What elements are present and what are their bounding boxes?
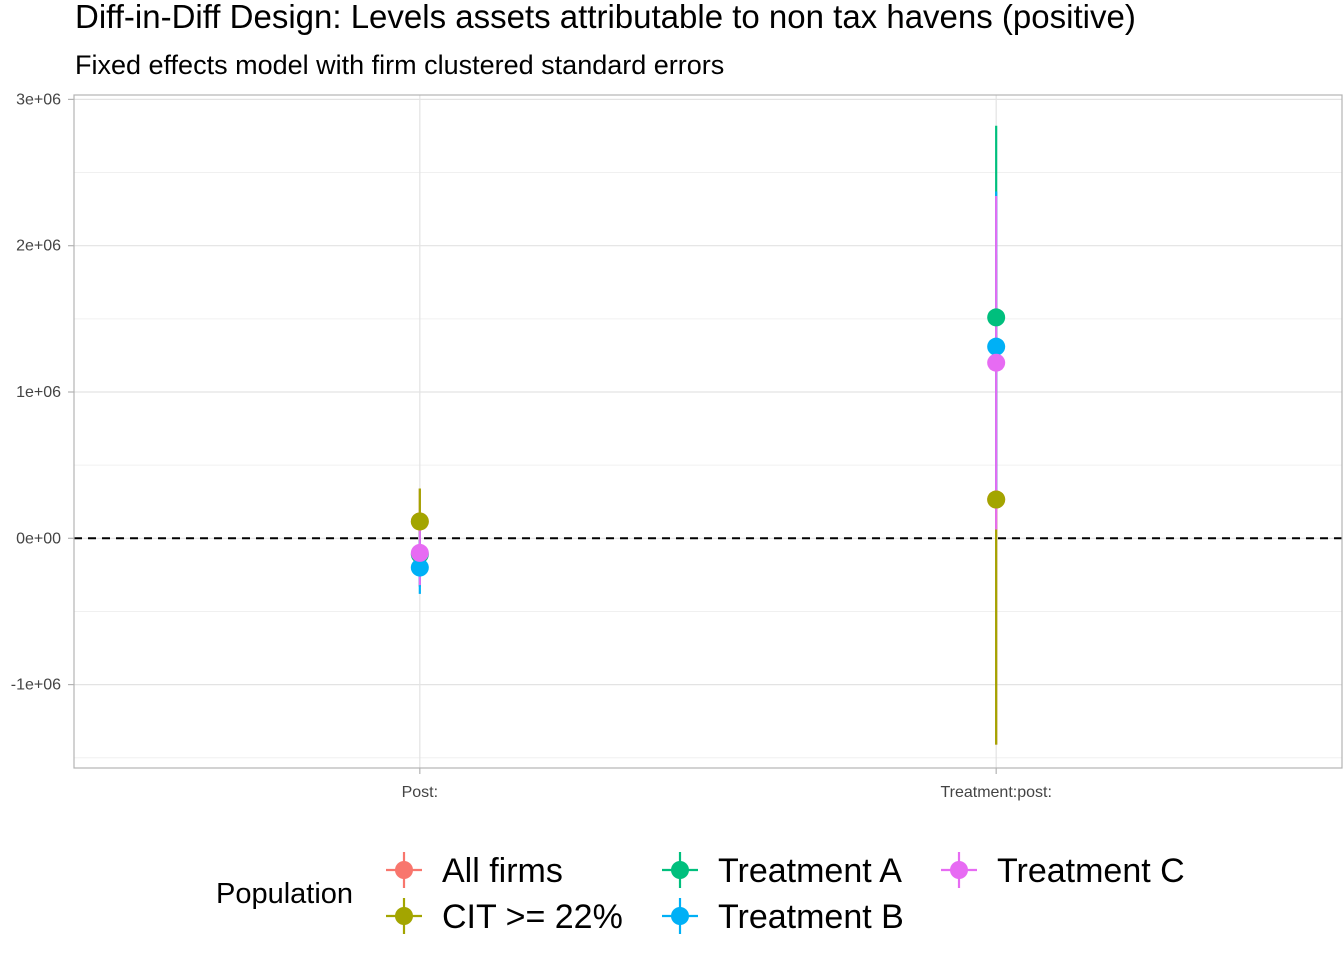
legend-item: All firms bbox=[386, 852, 563, 890]
plot-border bbox=[73, 94, 1343, 769]
legend-label: Treatment A bbox=[718, 852, 902, 890]
legend-items: All firms CIT >= 22% Treatment A Treatment … bbox=[386, 852, 1185, 936]
legend-item: CIT >= 22% bbox=[386, 898, 623, 936]
data-point bbox=[987, 308, 1006, 327]
legend-label: Treatment B bbox=[718, 898, 904, 936]
legend-key-point bbox=[671, 861, 689, 879]
data-point bbox=[987, 490, 1006, 509]
y-tick-label: 1e+06 bbox=[16, 384, 61, 401]
legend-item: Treatment B bbox=[662, 898, 904, 936]
chart-title: Diff-in-Diff Design: Levels assets attri… bbox=[75, 0, 1136, 35]
x-tick-label: Treatment:post: bbox=[940, 784, 1051, 801]
x-axis-ticks: Post: Treatment:post: bbox=[402, 768, 1052, 801]
data-point bbox=[410, 512, 429, 531]
points bbox=[410, 308, 1006, 577]
legend-label: CIT >= 22% bbox=[442, 898, 623, 936]
y-tick-label: 0e+00 bbox=[16, 530, 61, 547]
data-point bbox=[410, 543, 429, 562]
y-tick-label: 3e+06 bbox=[16, 91, 61, 108]
chart-subtitle: Fixed effects model with firm clustered … bbox=[75, 50, 724, 80]
y-tick-label: 2e+06 bbox=[16, 238, 61, 255]
plot-background bbox=[74, 95, 1342, 768]
x-tick-label: Post: bbox=[402, 784, 438, 801]
legend-label: Treatment C bbox=[997, 852, 1185, 890]
legend-item: Treatment A bbox=[662, 852, 902, 890]
legend-key-point bbox=[950, 861, 968, 879]
data-point bbox=[410, 558, 429, 577]
legend-key-point bbox=[671, 907, 689, 925]
legend: Population All firms CIT >= 22% Treatment … bbox=[216, 852, 1185, 936]
plot-area bbox=[73, 94, 1343, 769]
legend-item: Treatment C bbox=[941, 852, 1185, 890]
grid-minor bbox=[74, 172, 1342, 759]
legend-key-point bbox=[395, 907, 413, 925]
y-axis-ticks: -1e+06 0e+00 1e+06 2e+06 3e+06 bbox=[11, 91, 74, 694]
data-point bbox=[987, 337, 1006, 356]
y-tick-label: -1e+06 bbox=[11, 677, 61, 694]
legend-key-point bbox=[395, 861, 413, 879]
legend-title: Population bbox=[216, 878, 353, 910]
data-point bbox=[987, 353, 1006, 372]
legend-label: All firms bbox=[442, 852, 563, 890]
